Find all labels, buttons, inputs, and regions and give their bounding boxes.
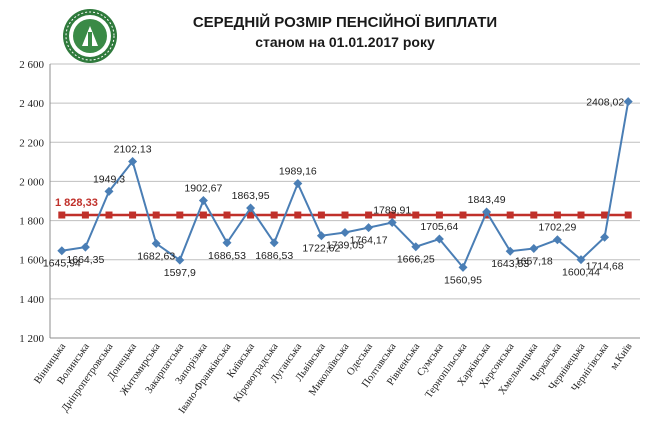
data-point xyxy=(505,246,515,256)
data-point xyxy=(576,255,586,265)
average-point xyxy=(223,211,231,219)
data-label: 1989,16 xyxy=(279,166,317,178)
data-point xyxy=(269,238,279,248)
data-point xyxy=(387,218,397,228)
y-tick-label: 2 000 xyxy=(19,176,44,188)
data-point xyxy=(151,239,161,249)
data-point xyxy=(434,234,444,244)
y-tick-label: 1 800 xyxy=(19,216,44,228)
data-label: 1789,91 xyxy=(373,205,411,217)
data-point xyxy=(222,238,232,248)
y-tick-label: 2 600 xyxy=(19,59,44,71)
data-point xyxy=(600,232,610,242)
average-point xyxy=(58,211,66,219)
y-tick-label: 1 600 xyxy=(19,255,44,267)
average-point xyxy=(506,211,514,219)
data-label: 1722,62 xyxy=(302,243,340,255)
data-label: 1600,44 xyxy=(562,267,600,279)
average-point xyxy=(294,211,302,219)
y-tick-label: 1 400 xyxy=(19,294,44,306)
data-label: 2408,02 xyxy=(586,97,624,109)
average-point xyxy=(601,211,609,219)
average-point xyxy=(105,211,113,219)
data-point xyxy=(175,255,185,265)
data-label: 1764,17 xyxy=(350,235,388,247)
data-label: 1902,67 xyxy=(184,182,222,194)
average-point xyxy=(435,211,443,219)
data-label: 1949,3 xyxy=(93,173,125,185)
data-label: 1645,94 xyxy=(43,258,81,270)
data-label: 1739,05 xyxy=(326,240,364,252)
average-point xyxy=(530,211,538,219)
data-point xyxy=(316,231,326,241)
data-point xyxy=(128,156,138,166)
data-point xyxy=(411,242,421,252)
data-label: 1657,18 xyxy=(515,256,553,268)
data-point xyxy=(482,207,492,217)
data-point xyxy=(246,203,256,213)
data-point xyxy=(458,262,468,272)
data-label: 1686,53 xyxy=(255,250,293,262)
y-tick-label: 2 200 xyxy=(19,137,44,149)
data-label: 1666,25 xyxy=(397,254,435,266)
average-point xyxy=(624,211,632,219)
average-point xyxy=(81,211,89,219)
data-label: 1643,53 xyxy=(491,258,529,270)
data-label: 1682,63 xyxy=(137,251,175,263)
average-point xyxy=(129,211,137,219)
data-label: 1597,9 xyxy=(164,267,196,279)
data-point xyxy=(623,97,633,107)
chart-title: СЕРЕДНІЙ РОЗМІР ПЕНСІЙНОЇ ВИПЛАТИ xyxy=(192,14,498,31)
data-label: 1702,29 xyxy=(538,222,576,234)
chart-subtitle: станом на 01.01.2017 року xyxy=(255,34,435,50)
average-point xyxy=(553,211,561,219)
average-point xyxy=(365,211,373,219)
average-point xyxy=(388,211,396,219)
data-point xyxy=(57,246,67,256)
average-point xyxy=(176,211,184,219)
data-point xyxy=(340,228,350,238)
average-point xyxy=(152,211,160,219)
data-label: 1863,95 xyxy=(232,190,270,202)
y-tick-label: 2 400 xyxy=(19,98,44,110)
average-point xyxy=(577,211,585,219)
average-point xyxy=(199,211,207,219)
data-point xyxy=(529,244,539,254)
data-point xyxy=(104,186,114,196)
average-value-label: 1 828,33 xyxy=(55,197,98,209)
data-point xyxy=(198,195,208,205)
data-label: 2102,13 xyxy=(114,143,152,155)
average-point xyxy=(341,211,349,219)
data-label: 1560,95 xyxy=(444,274,482,286)
data-label: 1686,53 xyxy=(208,250,246,262)
data-label: 1843,49 xyxy=(468,194,506,206)
average-point xyxy=(270,211,278,219)
data-point xyxy=(80,242,90,252)
data-point xyxy=(293,179,303,189)
average-point xyxy=(317,211,325,219)
data-point xyxy=(552,235,562,245)
data-label: 1714,68 xyxy=(586,260,624,272)
x-category-label: м.Київ xyxy=(609,341,635,372)
data-point xyxy=(364,223,374,233)
average-point xyxy=(412,211,420,219)
data-label: 1705,64 xyxy=(420,221,458,233)
y-tick-label: 1 200 xyxy=(19,333,44,345)
average-point xyxy=(459,211,467,219)
average-point xyxy=(247,211,255,219)
data-label: 1664,35 xyxy=(66,254,104,266)
pension-fund-logo-icon xyxy=(63,9,117,63)
